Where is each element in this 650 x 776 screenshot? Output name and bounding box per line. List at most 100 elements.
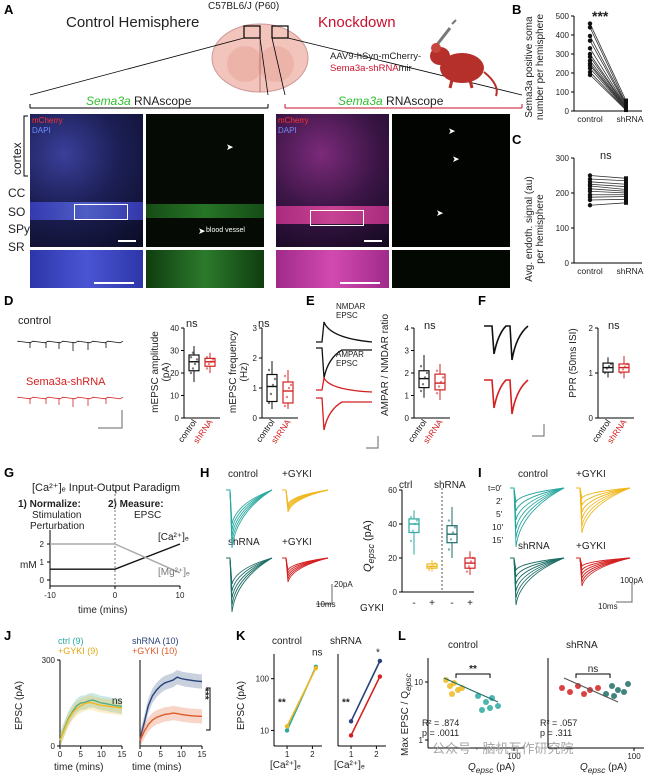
data-point [284, 728, 290, 733]
fit-line [443, 677, 499, 703]
error-band [60, 695, 122, 748]
panel-label-a: A [4, 2, 14, 17]
e-ylabel: AMPAR / NMDAR ratio [380, 313, 391, 417]
l-r2a: R² = .874 [422, 718, 460, 728]
x-tick-label: 0 [138, 750, 143, 759]
box-body [408, 518, 420, 534]
pair-line [589, 178, 627, 182]
box-point [427, 568, 431, 572]
g-title: [Ca²⁺]ₑ Input-Output Paradigm [32, 482, 181, 494]
box-point [195, 358, 199, 361]
control-hemisphere-title: Control Hemisphere [66, 14, 200, 31]
l-pb: p = .311 [540, 728, 573, 738]
mouse-icon [430, 43, 498, 97]
x-tick-label: 10 [177, 750, 186, 759]
box-point [435, 392, 439, 395]
shrna-trace [17, 396, 124, 400]
d-shrna-label: Sema3a-shRNA [26, 376, 106, 388]
panel-label-i: I [478, 465, 482, 480]
series-line [139, 712, 203, 741]
data-point-shrna [624, 98, 628, 103]
box-point [273, 377, 277, 381]
data-point-shrna [624, 178, 628, 183]
h-gyki-trace [282, 489, 329, 508]
data-point [449, 691, 455, 697]
y-tick-label: 1 [419, 736, 424, 745]
box-point [191, 351, 195, 354]
h-shrna2-label: shRNA [434, 480, 466, 491]
box-point [439, 380, 443, 384]
x-cat-label: shRNA [617, 114, 644, 124]
l-xlabel-sub: epsc [475, 765, 494, 775]
box-point [421, 383, 425, 386]
y-tick-label: 40 [388, 520, 397, 529]
j-legend-1: ctrl (9) +GYKI (9) [58, 636, 98, 656]
box-point [211, 358, 215, 361]
box-point [447, 548, 451, 551]
data-point-control [587, 203, 593, 208]
y-tick-label: 0 [40, 576, 45, 585]
box-point [425, 371, 429, 375]
chart-j: 0 5 10 15 0 300 0 5 10 15 [42, 656, 211, 759]
l-ylabel-sub: epsc [403, 673, 413, 691]
nmdar-trace [316, 321, 373, 343]
e-nmdar-label: NMDAR EPSC [336, 302, 366, 320]
chart-g: 0 1 2 -10 0 10 [40, 490, 185, 600]
blood-vessel-label: blood vessel [206, 227, 245, 234]
micrograph-kd-green: ➤ ➤ ➤ [392, 114, 510, 247]
dapi-label: DAPI [32, 126, 51, 135]
h-gyki-axis: GYKI [360, 603, 384, 614]
nmdar-trace-shrna [316, 375, 373, 393]
y-tick-label: 100 [256, 675, 270, 684]
l-xlabel-q2: Q [580, 762, 588, 773]
g-mg-label: [Mg²⁺]ₑ [158, 567, 190, 578]
box-point [287, 386, 291, 390]
y-tick-label: 20 [170, 369, 179, 378]
b-significance: *** [592, 8, 609, 24]
zoom-kd-merge [276, 250, 389, 288]
pair-line [589, 71, 627, 110]
y-tick-label: 500 [556, 12, 570, 21]
l-xlabel-unit2: (pA) [605, 762, 628, 773]
i-gyki-trace [576, 487, 631, 506]
ppr-trace-shrna [484, 379, 529, 415]
sig-bracket [455, 673, 491, 678]
box-point [431, 563, 435, 566]
data-point [567, 689, 573, 695]
pair-line [589, 23, 627, 101]
h-gyki-trace [282, 489, 329, 509]
data-point [475, 693, 481, 699]
data-point [581, 691, 587, 697]
sig-high: ns [312, 648, 323, 659]
data-point [609, 683, 615, 689]
box-point [433, 561, 437, 565]
pair-line [589, 67, 627, 110]
rnascope-label-kd: Sema3a RNAscope [338, 94, 443, 108]
h-gyki-trace [282, 489, 329, 513]
micrograph-control-merge: mCherry DAPI [30, 114, 143, 247]
cortex-bracket [23, 115, 28, 177]
control-trace [17, 340, 124, 344]
y-tick-label: 100 [556, 224, 570, 233]
x-tick-label: 5 [78, 750, 83, 759]
y-tick-label: 2 [40, 540, 45, 549]
y-tick-label: 20 [388, 554, 397, 563]
data-point [284, 724, 290, 729]
mouse-strain-label: C57BL6/J (P60) [208, 1, 280, 12]
x-cat-label: shRNA [617, 266, 644, 276]
scale-bar [532, 424, 545, 437]
pair-line [589, 198, 627, 201]
data-point [313, 665, 319, 671]
series-line [139, 676, 203, 740]
pair-line [589, 27, 627, 104]
h-ylabel-sub: epsc [366, 544, 377, 564]
scale-bar [366, 436, 379, 449]
j-sig1: ns [112, 696, 123, 707]
box-point [605, 367, 609, 370]
panel-label-j: J [4, 628, 12, 643]
pair-line [589, 35, 627, 105]
h-shrna-gyki-trace [282, 557, 329, 583]
h-control-label: control [228, 469, 259, 480]
sig-low: ** [278, 698, 286, 709]
